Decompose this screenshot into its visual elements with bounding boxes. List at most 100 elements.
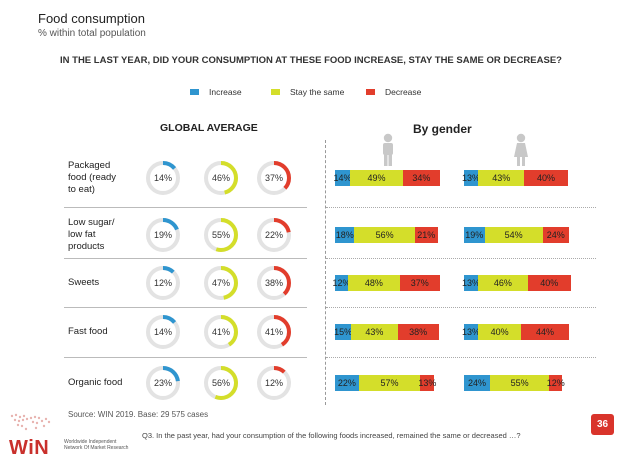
donut-value-label: 14% — [154, 173, 172, 183]
legend-swatch-stay — [271, 89, 280, 95]
female-bar-segment-increase: 19% — [464, 227, 485, 243]
legend-label-stay: Stay the same — [290, 87, 345, 97]
male-stacked-bar: 18% 56% 21% — [335, 227, 438, 243]
row-label-line: Packaged — [68, 160, 111, 171]
male-bar-segment-decrease: 21% — [414, 227, 438, 243]
donut-stay: 41% — [204, 315, 238, 349]
row-label-line: low fat — [68, 229, 96, 240]
row-label-line: Sweets — [68, 277, 100, 288]
donut-decrease: 38% — [257, 266, 291, 300]
donut-value-label: 46% — [212, 173, 230, 183]
male-stacked-bar: 22% 57% 13% — [335, 375, 436, 391]
legend-decrease: Decrease — [366, 87, 421, 97]
donut-value-label: 12% — [154, 278, 172, 288]
female-bar-segment-decrease: 40% — [524, 170, 568, 186]
win-logo-text: WiN — [9, 437, 50, 459]
donut-arc-decrease — [257, 266, 291, 300]
row-label: Sweets — [68, 277, 99, 289]
legend-swatch-decrease — [366, 89, 375, 95]
donut-arc-increase — [146, 218, 180, 252]
donut-arc-stay — [204, 218, 238, 252]
row-label: Organic food — [68, 377, 122, 389]
male-bar-segment-stay: 48% — [347, 275, 400, 291]
donut-value-label: 19% — [154, 230, 172, 240]
male-bar-segment-increase: 22% — [335, 375, 359, 391]
donut-value-label: 55% — [212, 230, 230, 240]
male-bar-segment-increase: 14% — [334, 170, 352, 186]
male-bar-segment-stay: 43% — [351, 324, 398, 340]
donut-stay: 56% — [204, 366, 238, 400]
row-separator-right — [326, 207, 596, 208]
male-person-icon — [383, 133, 393, 166]
donut-value-label: 23% — [154, 378, 172, 388]
donut-value-label: 41% — [212, 327, 230, 337]
donut-arc-decrease — [257, 315, 291, 349]
donut-increase: 19% — [146, 218, 180, 252]
donut-increase: 12% — [146, 266, 180, 300]
legend-stay: Stay the same — [271, 87, 344, 97]
donut-arc-decrease — [257, 218, 291, 252]
female-stacked-bar: 24% 55% 12% — [464, 375, 565, 391]
row-label-line: products — [68, 241, 105, 252]
legend-label-decrease: Decrease — [385, 87, 422, 97]
female-bar-segment-stay: 54% — [484, 227, 543, 243]
female-person-icon — [514, 133, 528, 166]
row-label-line: Fast food — [68, 326, 108, 337]
female-bar-segment-decrease: 44% — [521, 324, 569, 340]
donut-increase: 14% — [146, 315, 180, 349]
female-stacked-bar: 13% 40% 44% — [462, 324, 569, 340]
donut-arc-increase — [146, 366, 180, 400]
donut-arc-decrease — [257, 366, 291, 400]
row-separator-right — [326, 258, 596, 259]
male-bar-segment-increase: 12% — [332, 275, 350, 291]
donut-value-label: 38% — [265, 278, 283, 288]
donut-decrease: 41% — [257, 315, 291, 349]
donut-arc-increase — [146, 161, 180, 195]
donut-value-label: 47% — [212, 278, 230, 288]
donut-value-label: 41% — [265, 327, 283, 337]
donut-value-label: 37% — [265, 173, 283, 183]
row-separator-right — [326, 307, 596, 308]
donut-decrease: 37% — [257, 161, 291, 195]
female-bar-segment-decrease: 24% — [542, 227, 569, 243]
donut-value-label: 56% — [212, 378, 230, 388]
row-label: Packaged food (ready to eat) — [68, 160, 116, 196]
female-bar-segment-increase: 13% — [462, 275, 480, 291]
female-stacked-bar: 13% 43% 40% — [462, 170, 568, 186]
donut-arc-decrease — [257, 161, 291, 195]
male-stacked-bar: 14% 49% 34% — [334, 170, 440, 186]
donut-value-label: 12% — [265, 378, 283, 388]
male-bar-segment-decrease: 37% — [399, 275, 440, 291]
row-label: Fast food — [68, 326, 108, 338]
row-separator — [64, 307, 307, 308]
legend-label-increase: Increase — [209, 87, 242, 97]
donut-increase: 23% — [146, 366, 180, 400]
donut-stay: 47% — [204, 266, 238, 300]
donut-value-label: 14% — [154, 327, 172, 337]
donut-decrease: 22% — [257, 218, 291, 252]
donut-increase: 14% — [146, 161, 180, 195]
female-bar-segment-stay: 46% — [478, 275, 528, 291]
row-separator — [64, 258, 307, 259]
donut-stay: 55% — [204, 218, 238, 252]
female-bar-segment-decrease: 12% — [547, 375, 565, 391]
male-bar-segment-decrease: 34% — [403, 170, 440, 186]
female-stacked-bar: 13% 46% 40% — [462, 275, 571, 291]
male-bar-segment-stay: 56% — [354, 227, 415, 243]
male-bar-segment-increase: 15% — [334, 324, 352, 340]
female-stacked-bar: 19% 54% 24% — [464, 227, 569, 243]
column-divider — [325, 140, 326, 405]
win-logo-subtitle: Worldwide Independent Network Of Market … — [64, 439, 129, 451]
row-label-line: food (ready — [68, 172, 117, 183]
by-gender-heading: By gender — [413, 122, 472, 136]
row-separator — [64, 357, 307, 358]
win-logo-icon — [10, 413, 51, 431]
male-bar-segment-stay: 49% — [350, 170, 404, 186]
female-bar-segment-stay: 43% — [478, 170, 525, 186]
donut-arc-increase — [146, 315, 180, 349]
donut-arc-stay — [204, 266, 238, 300]
donut-arc-stay — [204, 315, 238, 349]
donut-arc-stay — [204, 366, 238, 400]
male-stacked-bar: 12% 48% 37% — [332, 275, 440, 291]
donut-arc-increase — [146, 266, 180, 300]
